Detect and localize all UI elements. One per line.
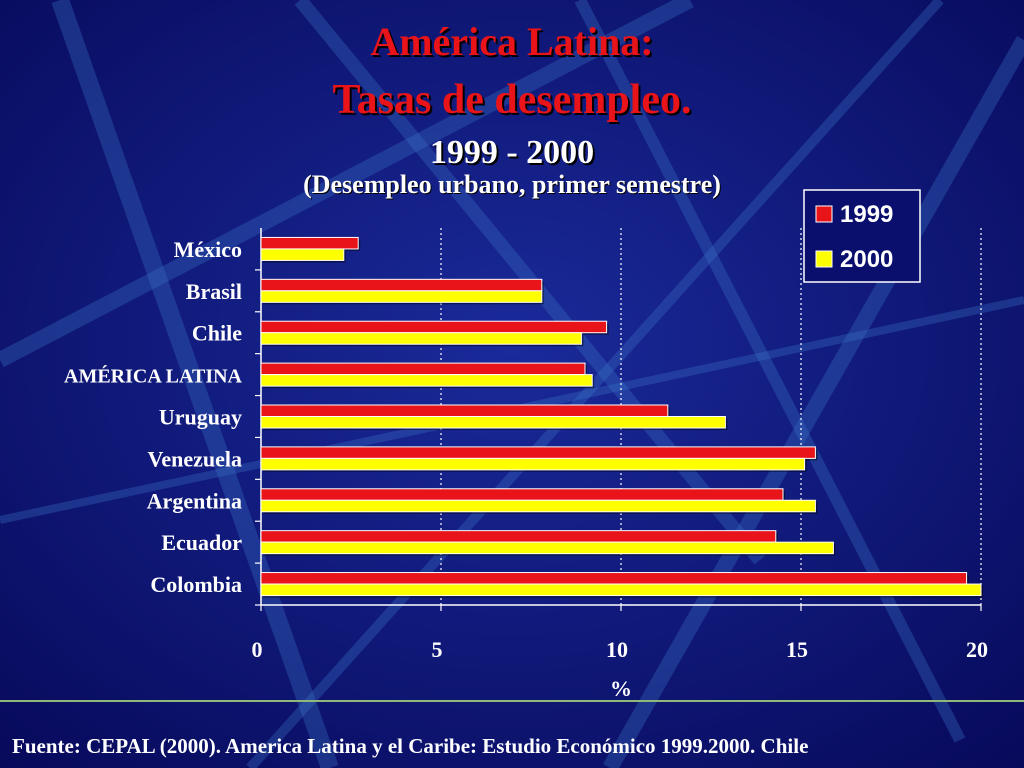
- category-label-0: México: [174, 237, 242, 262]
- chart-title-line-2: Tasas de desempleo.: [332, 77, 692, 123]
- bar-2000-8: [260, 583, 982, 597]
- bar-2000-1: [260, 290, 543, 303]
- x-tick-label-2: 10: [606, 637, 628, 662]
- x-tick-label-4: 20: [966, 637, 988, 662]
- category-label-1: Brasil: [186, 279, 242, 304]
- bar-2000-3: [260, 374, 593, 387]
- bar-1999-3: [260, 362, 586, 376]
- chart-years: 1999 - 2000: [429, 134, 595, 171]
- x-tick-label-3: 15: [786, 637, 808, 662]
- bar-2000-0: [260, 248, 345, 261]
- bar-2000-7: [260, 541, 834, 555]
- category-label-5: Venezuela: [147, 446, 242, 471]
- bar-2000-6: [260, 499, 816, 513]
- legend-label-1999: 1999: [840, 201, 893, 228]
- bar-1999-8: [260, 572, 968, 585]
- chart-title-line-1: América Latina:: [370, 19, 654, 64]
- footer-divider: [0, 700, 1024, 702]
- bar-1999-6: [260, 488, 784, 501]
- category-label-4: Uruguay: [159, 405, 242, 430]
- bar-1999-2: [260, 320, 608, 334]
- x-tick-label-1: 5: [432, 637, 443, 662]
- category-label-8: Colombia: [150, 572, 242, 597]
- bar-2000-4: [260, 416, 726, 429]
- bar-2000-5: [260, 457, 806, 471]
- category-label-7: Ecuador: [161, 530, 242, 555]
- category-label-6: Argentina: [147, 488, 242, 513]
- x-axis-label: %: [610, 676, 632, 701]
- bar-1999-7: [260, 530, 777, 543]
- bar-1999-5: [260, 446, 816, 459]
- x-tick-label-0: 0: [252, 637, 263, 662]
- bar-1999-1: [260, 278, 543, 292]
- legend-swatch-2000: [815, 250, 833, 268]
- legend-swatch-1999: [815, 205, 833, 223]
- bar-1999-0: [260, 236, 359, 250]
- bar-2000-2: [260, 332, 582, 345]
- bar-1999-4: [260, 404, 669, 417]
- category-label-2: Chile: [192, 321, 242, 346]
- category-label-3: AMÉRICA LATINA: [64, 365, 243, 388]
- source-footer: Fuente: CEPAL (2000). America Latina y e…: [12, 734, 809, 758]
- chart-subtitle: (Desempleo urbano, primer semestre): [303, 170, 721, 199]
- legend-label-2000: 2000: [840, 246, 893, 273]
